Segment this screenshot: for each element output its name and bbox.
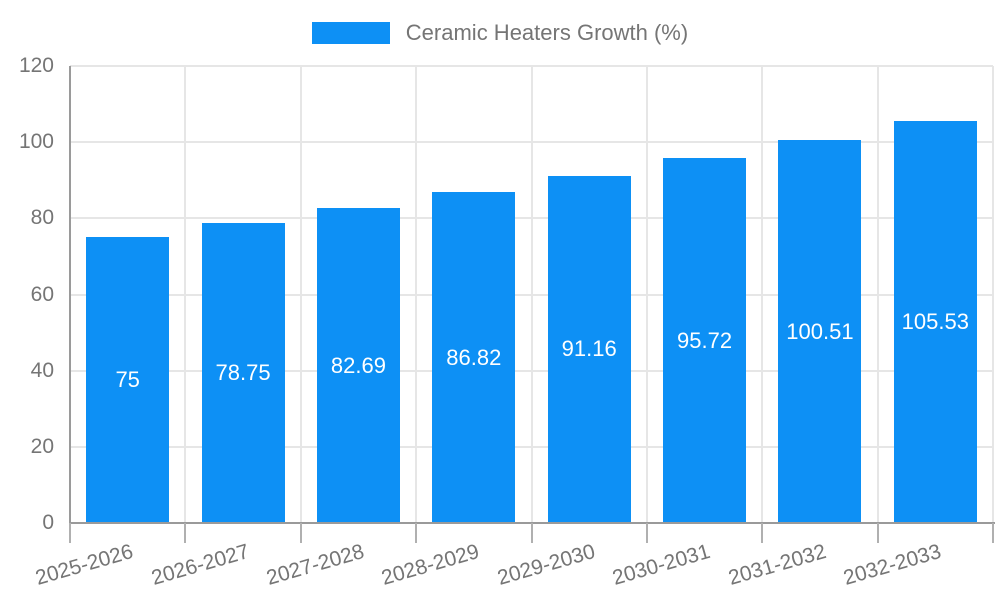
bar-value-label: 78.75 xyxy=(215,360,271,386)
x-category-label: 2032-2033 xyxy=(840,540,944,590)
x-gridline xyxy=(992,66,994,523)
x-tick xyxy=(415,523,418,543)
bar[interactable] xyxy=(547,175,631,523)
bar-value-label: 105.53 xyxy=(901,309,969,335)
y-tick-label: 60 xyxy=(30,282,54,306)
x-gridline xyxy=(761,66,764,523)
x-tick xyxy=(184,523,187,543)
y-axis-line xyxy=(69,66,71,543)
bar-value-label: 100.51 xyxy=(786,318,854,344)
y-tick-label: 0 xyxy=(42,511,54,534)
x-category-label: 2029-2030 xyxy=(494,540,598,590)
bar-value-label: 75 xyxy=(115,367,140,393)
x-gridline xyxy=(299,66,302,523)
bar-value-label: 86.82 xyxy=(446,344,502,370)
x-gridline xyxy=(876,66,879,523)
x-gridline xyxy=(415,66,418,523)
bar-value-label: 91.16 xyxy=(561,336,617,362)
x-category-label: 2025-2026 xyxy=(33,540,137,590)
y-tick-label: 40 xyxy=(30,358,54,382)
y-tick-label: 20 xyxy=(30,434,54,458)
bar[interactable] xyxy=(893,121,977,523)
bar[interactable] xyxy=(86,237,170,523)
legend[interactable]: Ceramic Heaters Growth (%) xyxy=(0,20,1000,46)
y-tick-label: 120 xyxy=(18,54,54,77)
x-gridline xyxy=(530,66,533,523)
y-tick-label: 100 xyxy=(18,130,54,154)
x-category-label: 2031-2032 xyxy=(725,540,829,590)
x-category-label: 2027-2028 xyxy=(263,540,367,590)
x-gridline xyxy=(645,66,648,523)
bar-value-label: 82.69 xyxy=(330,352,386,378)
bar[interactable] xyxy=(201,223,285,523)
bar[interactable] xyxy=(663,158,747,523)
legend-label: Ceramic Heaters Growth (%) xyxy=(405,20,689,45)
bar[interactable] xyxy=(778,140,862,523)
y-tick-label: 80 xyxy=(30,206,54,230)
x-tick xyxy=(69,523,71,543)
x-gridline xyxy=(184,66,187,523)
x-tick xyxy=(992,523,994,543)
x-tick xyxy=(761,523,764,543)
x-category-label: 2030-2031 xyxy=(610,540,713,590)
bar[interactable] xyxy=(316,208,400,523)
bar[interactable] xyxy=(432,192,516,523)
x-category-label: 2026-2027 xyxy=(148,540,252,590)
x-category-label: 2028-2029 xyxy=(379,540,483,590)
x-tick xyxy=(299,523,302,543)
x-tick xyxy=(645,523,648,543)
bar-value-label: 95.72 xyxy=(677,327,733,353)
legend-swatch xyxy=(311,22,390,44)
x-tick xyxy=(876,523,879,543)
x-tick xyxy=(530,523,533,543)
